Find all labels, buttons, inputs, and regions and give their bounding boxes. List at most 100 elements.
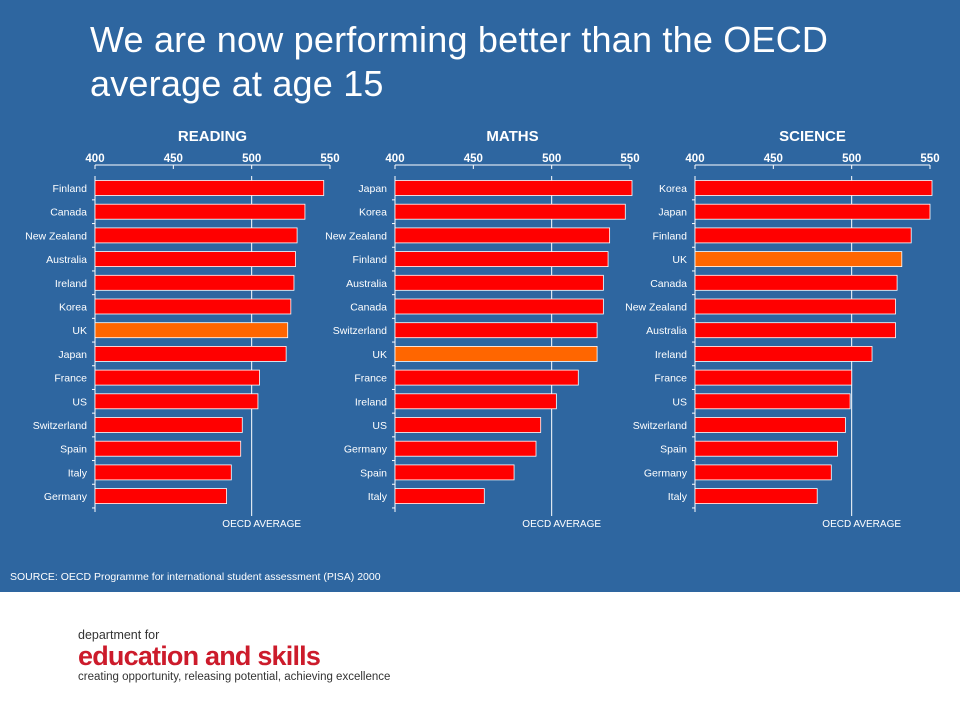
reading-bar-finland: [94, 180, 325, 196]
reading-tick-label-500: 500: [242, 153, 261, 165]
maths-oecd-average-label: OECD AVERAGE: [522, 519, 601, 530]
reading-bar-france: [94, 369, 260, 386]
maths-category-label-us: US: [372, 420, 387, 432]
maths-category-label-finland: Finland: [353, 254, 388, 266]
maths-category-label-new-zealand: New Zealand: [325, 230, 387, 242]
dfes-logo: department for education and skills crea…: [78, 628, 390, 684]
maths-category-label-uk: UK: [372, 349, 387, 361]
science-category-label-new-zealand: New Zealand: [625, 302, 687, 314]
logo-line-name: education and skills: [78, 641, 321, 671]
reading-category-label-uk: UK: [72, 325, 87, 337]
science-bar-switzerland: [694, 417, 846, 433]
science-category-label-italy: Italy: [668, 491, 688, 503]
science-tick-label-450: 450: [764, 153, 783, 165]
science-category-label-us: US: [672, 396, 687, 408]
maths-title: MATHS: [486, 128, 538, 145]
science-bar-finland: [694, 227, 912, 244]
maths-category-label-ireland: Ireland: [355, 396, 387, 408]
reading-category-label-canada: Canada: [50, 207, 87, 219]
reading-category-label-korea: Korea: [59, 302, 87, 314]
maths-bar-uk: [394, 345, 598, 362]
science-title: SCIENCE: [779, 128, 846, 145]
reading-bar-spain: [94, 440, 242, 457]
source-note: SOURCE: OECD Programme for international…: [10, 571, 381, 583]
maths-bar-switzerland: [394, 322, 598, 339]
logo-line-strapline: creating opportunity, releasing potentia…: [78, 671, 391, 683]
reading-tick-label-450: 450: [164, 153, 183, 165]
science-bar-japan: [694, 203, 931, 220]
science-bar-france: [694, 369, 853, 386]
science-category-label-germany: Germany: [644, 467, 688, 479]
reading-bar-switzerland: [94, 417, 243, 433]
science-bar-korea: [694, 180, 933, 196]
maths-bar-ireland: [394, 393, 557, 410]
reading-bar-ireland: [94, 274, 295, 291]
maths-category-label-korea: Korea: [359, 207, 387, 219]
reading-bar-us: [94, 393, 259, 410]
maths-bar-korea: [394, 203, 626, 220]
science-category-label-japan: Japan: [658, 207, 687, 219]
science-bar-canada: [694, 274, 898, 291]
reading-title: READING: [178, 128, 247, 145]
reading-bar-germany: [94, 488, 228, 505]
maths-bar-canada: [394, 298, 604, 315]
reading-bar-new-zealand: [94, 227, 298, 244]
reading-bar-italy: [94, 464, 232, 481]
pisa-charts: READING 400 450 500 550 OECD AVERAGE Finland Ca…: [25, 128, 939, 530]
science-category-label-finland: Finland: [653, 230, 688, 242]
reading-category-label-switzerland: Switzerland: [33, 420, 87, 432]
reading-category-label-us: US: [72, 396, 87, 408]
maths-category-label-canada: Canada: [350, 302, 387, 314]
maths-bar-france: [394, 369, 579, 386]
maths-bar-australia: [394, 274, 604, 291]
science-bar-spain: [694, 440, 838, 457]
reading-bar-australia: [94, 251, 296, 268]
science-bar-ireland: [694, 345, 873, 362]
science-category-label-canada: Canada: [650, 278, 687, 290]
maths-category-label-australia: Australia: [346, 278, 387, 290]
maths-category-label-spain: Spain: [360, 467, 387, 479]
maths-bar-spain: [394, 464, 515, 481]
reading-bar-japan: [94, 345, 287, 362]
maths-category-label-germany: Germany: [344, 444, 388, 456]
science-bar-germany: [694, 464, 832, 481]
science-tick-label-400: 400: [685, 153, 704, 165]
science-category-label-uk: UK: [672, 254, 687, 266]
reading-category-label-australia: Australia: [46, 254, 87, 266]
maths-category-label-italy: Italy: [368, 491, 388, 503]
reading-category-label-spain: Spain: [60, 444, 87, 456]
reading-category-label-germany: Germany: [44, 491, 88, 503]
maths-bar-germany: [394, 440, 537, 457]
maths-bar-us: [394, 417, 542, 433]
science-tick-label-500: 500: [842, 153, 861, 165]
reading-category-label-italy: Italy: [68, 467, 88, 479]
slide-title: We are now performing better than the OE…: [90, 19, 829, 104]
science-tick-label-550: 550: [920, 153, 939, 165]
science-bar-italy: [694, 488, 818, 505]
science-category-label-switzerland: Switzerland: [633, 420, 687, 432]
reading-bar-canada: [94, 203, 306, 220]
reading-category-label-ireland: Ireland: [55, 278, 87, 290]
maths-tick-label-400: 400: [385, 153, 404, 165]
maths-category-label-france: France: [354, 373, 387, 385]
reading-bar-korea: [94, 298, 292, 315]
maths-category-label-switzerland: Switzerland: [333, 325, 387, 337]
reading-tick-label-550: 550: [320, 153, 339, 165]
maths-tick-label-500: 500: [542, 153, 561, 165]
science-bar-uk: [694, 251, 903, 268]
science-oecd-average-label: OECD AVERAGE: [822, 519, 901, 530]
maths-bar-italy: [394, 488, 485, 505]
science-bar-australia: [694, 322, 896, 339]
science-category-label-ireland: Ireland: [655, 349, 687, 361]
science-category-label-australia: Australia: [646, 325, 687, 337]
reading-category-label-finland: Finland: [53, 183, 88, 195]
science-bar-new-zealand: [694, 298, 896, 315]
maths-bar-new-zealand: [394, 227, 611, 244]
maths-bar-finland: [394, 251, 609, 268]
maths-tick-label-550: 550: [620, 153, 639, 165]
science-category-label-spain: Spain: [660, 444, 687, 456]
maths-tick-label-450: 450: [464, 153, 483, 165]
science-category-label-france: France: [654, 373, 687, 385]
reading-oecd-average-label: OECD AVERAGE: [222, 519, 301, 530]
reading-bar-uk: [94, 322, 289, 339]
